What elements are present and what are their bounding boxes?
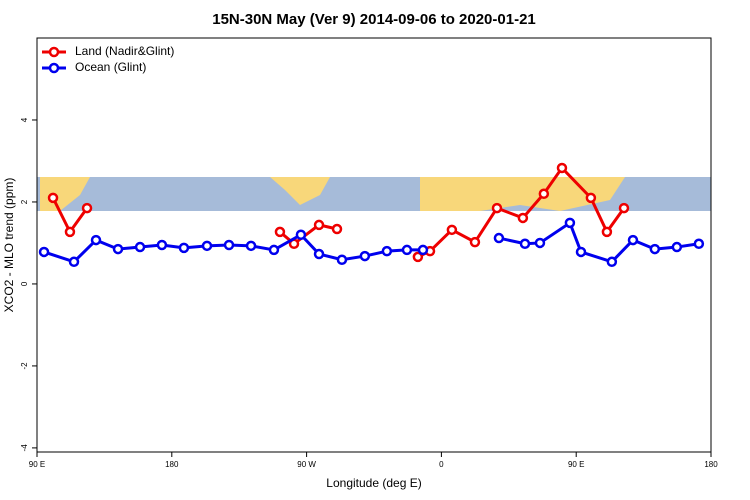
- series-point: [47, 192, 59, 204]
- series-point: [245, 240, 257, 252]
- series-point: [601, 226, 613, 238]
- series-point: [585, 192, 597, 204]
- plot-frame: [36, 37, 712, 453]
- series-point: [491, 202, 503, 214]
- series-point: [90, 234, 102, 246]
- series-point: [359, 250, 371, 262]
- series-point: [313, 219, 325, 231]
- series-point: [649, 243, 661, 255]
- legend-marker: [48, 46, 60, 58]
- x-tick-label: 90 W: [297, 460, 316, 469]
- series-point: [295, 229, 307, 241]
- series-point: [156, 239, 168, 251]
- series-point: [64, 226, 76, 238]
- series-point: [618, 202, 630, 214]
- series-point: [68, 256, 80, 268]
- series-point: [268, 244, 280, 256]
- series-line: [498, 220, 700, 264]
- y-tick-label: 0: [20, 281, 29, 286]
- series-point: [564, 217, 576, 229]
- series-point: [81, 202, 93, 214]
- y-tick-label: 2: [20, 199, 29, 204]
- x-axis-label: Longitude (deg E): [326, 476, 421, 490]
- legend-label: Land (Nadir&Glint): [75, 44, 174, 58]
- series-point: [201, 240, 213, 252]
- legend-label: Ocean (Glint): [75, 60, 146, 74]
- y-tick-label: -4: [20, 444, 29, 452]
- x-tick-label: 0: [439, 460, 444, 469]
- series-point: [538, 188, 550, 200]
- series-point: [627, 234, 639, 246]
- series-point: [606, 256, 618, 268]
- series-point: [417, 244, 429, 256]
- series-point: [469, 236, 481, 248]
- series-point: [178, 242, 190, 254]
- series-point: [336, 254, 348, 266]
- map-band: [37, 177, 711, 211]
- series-point: [223, 239, 235, 251]
- series-point: [313, 248, 325, 260]
- x-tick-label: 90 E: [568, 460, 584, 469]
- x-tick-label: 180: [704, 460, 718, 469]
- series-point: [534, 237, 546, 249]
- series-point: [112, 243, 124, 255]
- y-tick-label: -2: [20, 362, 29, 370]
- series-point: [519, 238, 531, 250]
- series-line: [278, 223, 338, 246]
- series-point: [493, 232, 505, 244]
- series-point: [693, 238, 705, 250]
- x-tick-label: 180: [165, 460, 179, 469]
- series-point: [556, 162, 568, 174]
- series-point: [274, 226, 286, 238]
- series-point: [381, 245, 393, 257]
- series-point: [401, 244, 413, 256]
- series-point: [38, 246, 50, 258]
- series-point: [671, 241, 683, 253]
- y-axis-label: XCO2 - MLO trend (ppm): [2, 178, 16, 313]
- series-point: [575, 246, 587, 258]
- series-point: [517, 212, 529, 224]
- series-point: [412, 251, 424, 263]
- y-tick-label: 4: [20, 117, 29, 122]
- series-point: [331, 223, 343, 235]
- series-point: [134, 241, 146, 253]
- legend-marker: [48, 62, 60, 74]
- x-tick-label: 90 E: [29, 460, 45, 469]
- chart-title: 15N-30N May (Ver 9) 2014-09-06 to 2020-0…: [212, 11, 536, 28]
- series-point: [446, 224, 458, 236]
